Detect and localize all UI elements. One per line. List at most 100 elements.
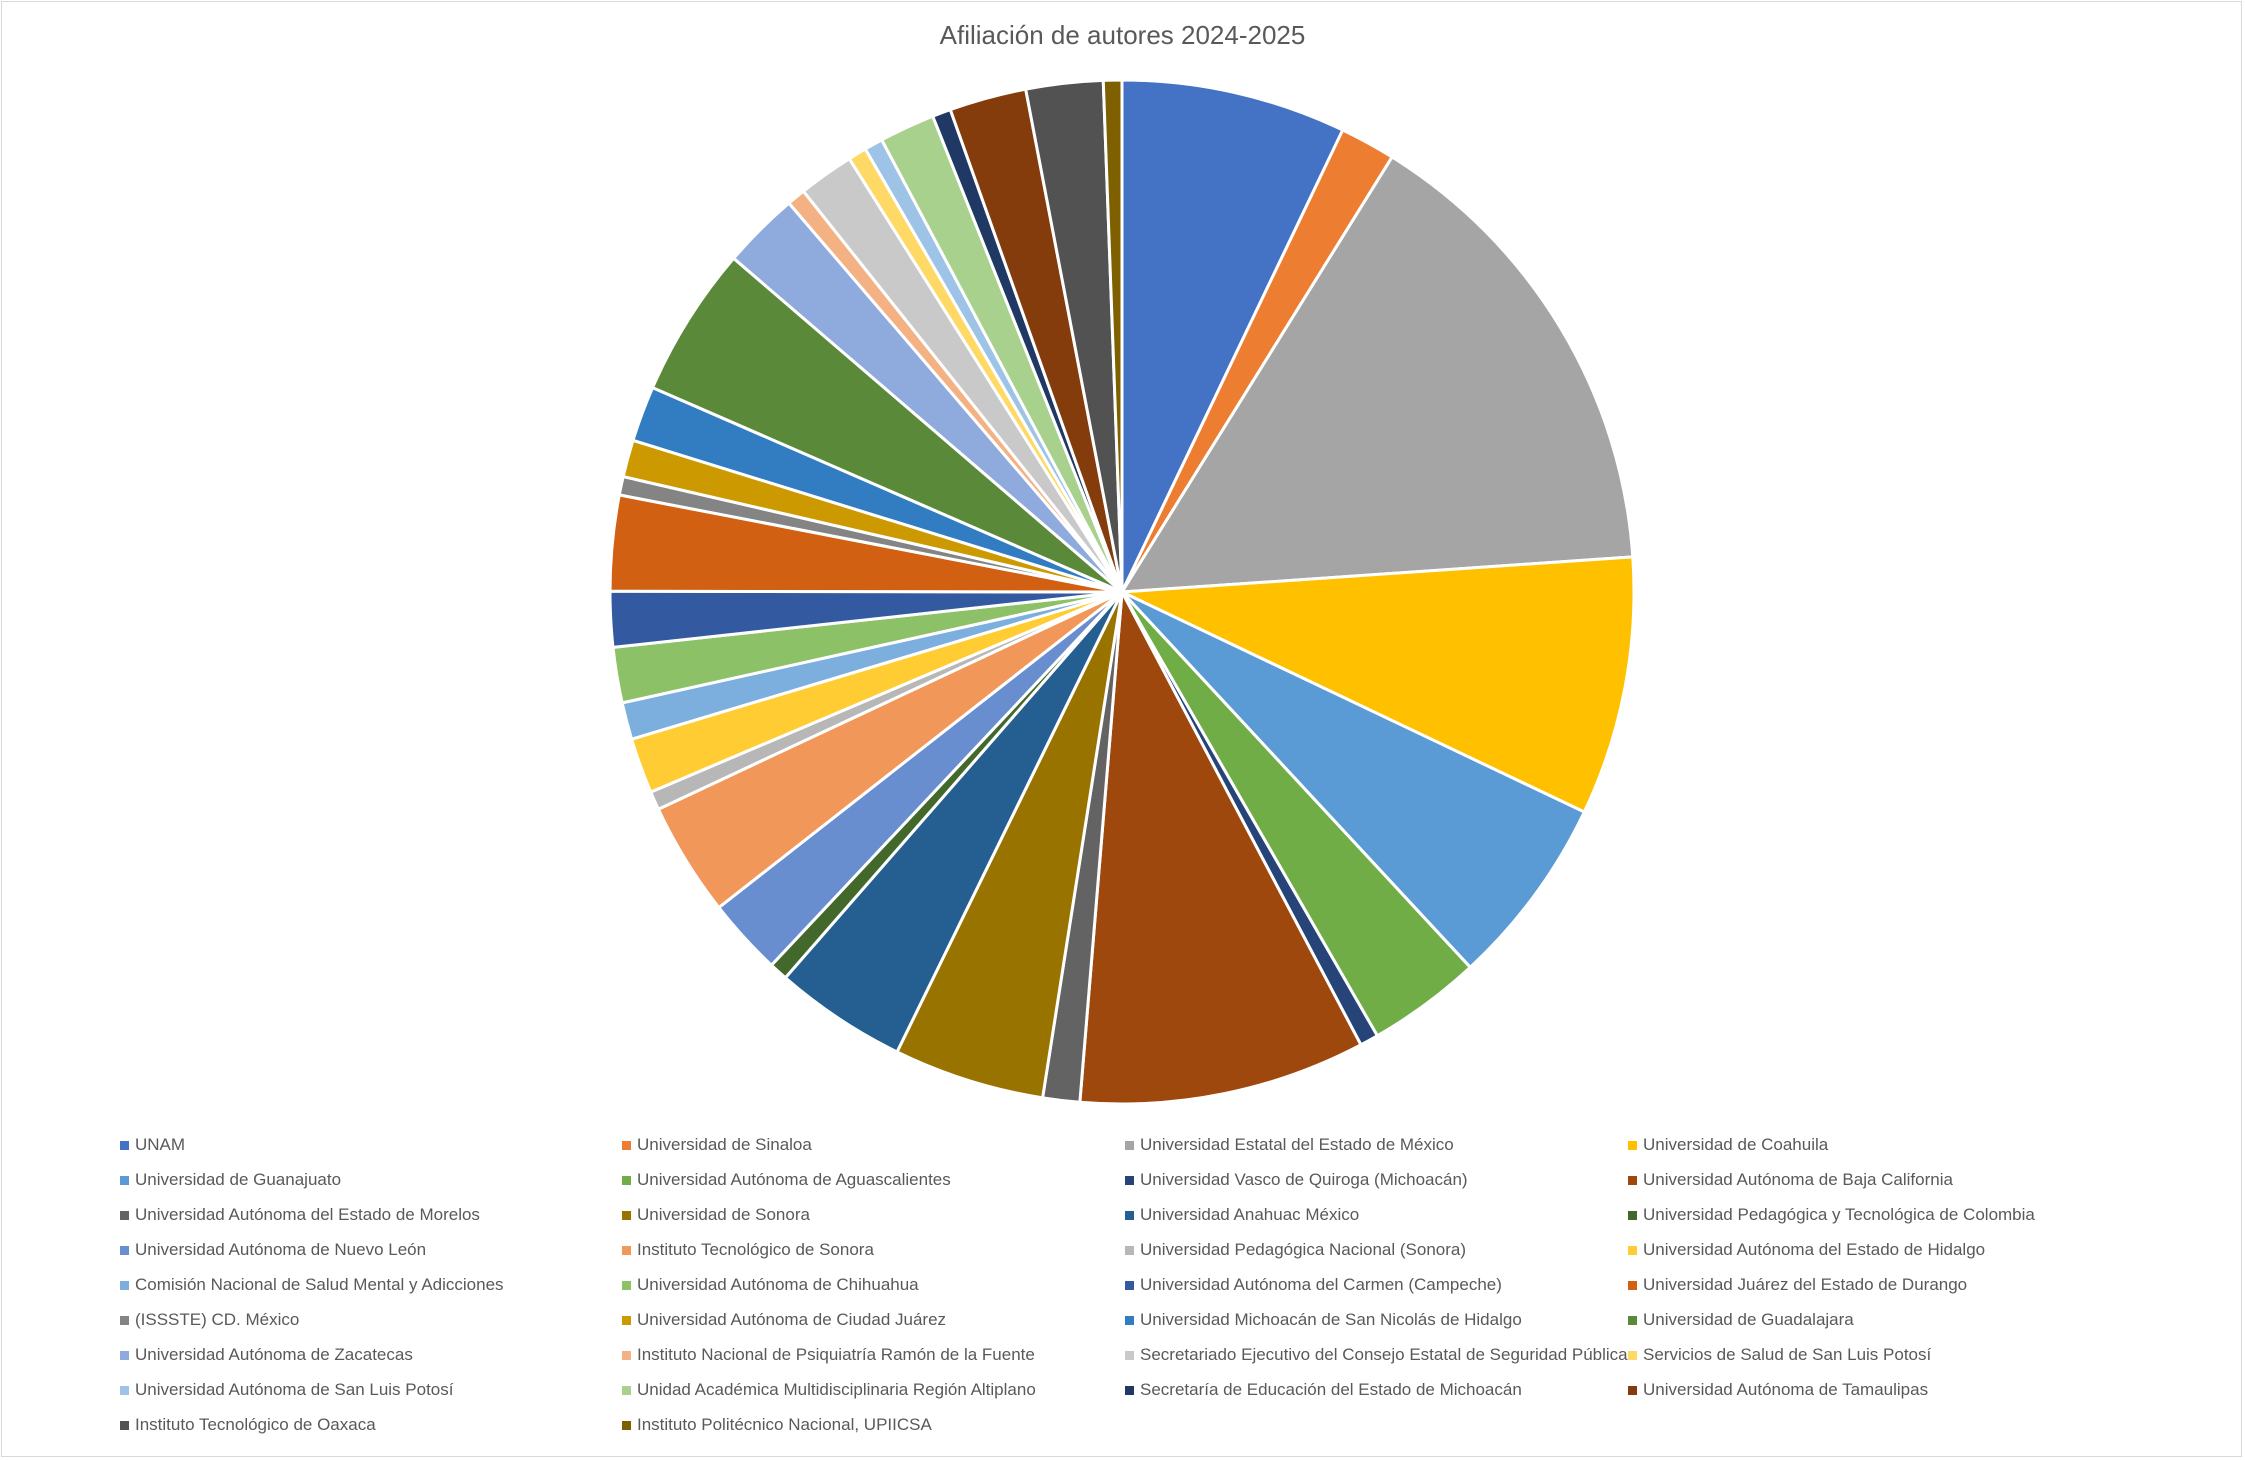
- legend-item: Universidad Autónoma de Zacatecas: [120, 1345, 413, 1365]
- legend-label: Universidad de Coahuila: [1643, 1135, 1829, 1154]
- legend-swatch: [1125, 1140, 1134, 1150]
- legend-item: Universidad Anahuac México: [1125, 1205, 1359, 1225]
- legend-item: Universidad de Sinaloa: [622, 1135, 812, 1155]
- legend-swatch: [1125, 1210, 1134, 1220]
- legend-label: (ISSSTE) CD. México: [135, 1310, 300, 1329]
- legend-label: Universidad Pedagógica Nacional (Sonora): [1140, 1240, 1467, 1259]
- legend-label: Instituto Politécnico Nacional, UPIICSA: [637, 1415, 932, 1434]
- legend-swatch: [120, 1420, 129, 1430]
- legend-item: Universidad Pedagógica y Tecnológica de …: [1628, 1205, 2035, 1225]
- legend-item: Secretaría de Educación del Estado de Mi…: [1125, 1380, 1522, 1400]
- legend-item: Universidad Autónoma de San Luis Potosí: [120, 1380, 453, 1400]
- pie-slice-8: [1078, 590, 1363, 1106]
- legend-label: Universidad Autónoma de Ciudad Juárez: [637, 1310, 947, 1329]
- legend-swatch: [622, 1385, 631, 1395]
- pie-slice-4: [1120, 555, 1636, 814]
- legend-label: Universidad de Guadalajara: [1643, 1310, 1854, 1329]
- legend-item: Universidad Autónoma de Chihuahua: [622, 1275, 919, 1295]
- legend-label: Universidad Estatal del Estado de México: [1140, 1135, 1454, 1154]
- legend-item: Instituto Tecnológico de Oaxaca: [120, 1415, 376, 1435]
- legend-label: Universidad de Sinaloa: [637, 1135, 812, 1154]
- legend-label: Universidad Autónoma de Tamaulipas: [1643, 1380, 1929, 1399]
- chart-title: Afiliación de autores 2024-2025: [939, 20, 1306, 50]
- legend-swatch: [120, 1315, 129, 1325]
- legend-swatch: [120, 1280, 129, 1290]
- legend-item: Universidad de Guanajuato: [120, 1170, 341, 1190]
- pie-slice-24: [651, 256, 1124, 594]
- legend-label: Universidad Michoacán de San Nicolás de …: [1140, 1310, 1522, 1329]
- legend-swatch: [120, 1385, 129, 1395]
- pie-slice-34: [1101, 78, 1124, 594]
- legend-swatch: [622, 1280, 631, 1290]
- legend-item: Instituto Tecnológico de Sonora: [622, 1240, 874, 1260]
- legend-label: Universidad Autónoma de Chihuahua: [637, 1275, 919, 1294]
- legend-label: Instituto Nacional de Psiquiatría Ramón …: [637, 1345, 1035, 1364]
- legend-swatch: [1628, 1140, 1637, 1150]
- legend-label: Universidad Pedagógica y Tecnológica de …: [1643, 1205, 2035, 1224]
- legend-label: Comisión Nacional de Salud Mental y Adic…: [135, 1275, 504, 1294]
- legend-item: (ISSSTE) CD. México: [120, 1310, 299, 1330]
- legend-label: Universidad Autónoma de Nuevo León: [135, 1240, 427, 1259]
- legend-item: UNAM: [120, 1135, 185, 1155]
- legend-item: Universidad Autónoma del Carmen (Campech…: [1125, 1275, 1502, 1295]
- legend-item: Instituto Politécnico Nacional, UPIICSA: [622, 1415, 932, 1435]
- legend-swatch: [1628, 1245, 1637, 1255]
- legend-label: Universidad Vasco de Quiroga (Michoacán): [1140, 1170, 1468, 1189]
- legend-swatch: [1628, 1175, 1637, 1185]
- legend-label: Secretariado Ejecutivo del Consejo Estat…: [1140, 1345, 1628, 1364]
- legend-swatch: [1125, 1385, 1134, 1395]
- legend-swatch: [1628, 1210, 1637, 1220]
- legend-swatch: [1125, 1280, 1134, 1290]
- legend-item: Universidad de Sonora: [622, 1205, 810, 1225]
- legend-swatch: [622, 1140, 631, 1150]
- legend-label: Universidad Juárez del Estado de Durango: [1643, 1275, 1968, 1294]
- legend-swatch: [622, 1420, 631, 1430]
- legend-item: Universidad Autónoma de Aguascalientes: [622, 1170, 951, 1190]
- legend-label: Universidad de Guanajuato: [135, 1170, 342, 1189]
- legend-label: Universidad de Sonora: [637, 1205, 810, 1224]
- legend-item: Unidad Académica Multidisciplinaria Regi…: [622, 1380, 1036, 1400]
- legend-label: Universidad Autónoma del Carmen (Campech…: [1140, 1275, 1502, 1294]
- legend-swatch: [120, 1245, 129, 1255]
- legend-item: Universidad Autónoma de Nuevo León: [120, 1240, 426, 1260]
- legend-swatch: [1628, 1315, 1637, 1325]
- legend-label: Instituto Tecnológico de Oaxaca: [135, 1415, 376, 1434]
- legend-label: Universidad Autónoma de San Luis Potosí: [135, 1380, 454, 1399]
- legend-item: Universidad Autónoma del Estado de Morel…: [120, 1205, 480, 1225]
- legend-swatch: [622, 1315, 631, 1325]
- legend-label: Servicios de Salud de San Luis Potosí: [1643, 1345, 1932, 1364]
- legend-swatch: [1628, 1385, 1637, 1395]
- legend-label: Instituto Tecnológico de Sonora: [637, 1240, 874, 1259]
- pie-slice-3: [1120, 155, 1635, 594]
- legend-item: Universidad Estatal del Estado de México: [1125, 1135, 1454, 1155]
- legend-swatch: [622, 1210, 631, 1220]
- legend-swatch: [1125, 1175, 1134, 1185]
- legend-item: Universidad Autónoma del Estado de Hidal…: [1628, 1240, 1985, 1260]
- legend-swatch: [120, 1175, 129, 1185]
- legend-swatch: [1125, 1315, 1134, 1325]
- pie-slice-10: [895, 590, 1124, 1100]
- legend-label: Universidad Autónoma de Zacatecas: [135, 1345, 413, 1364]
- legend-swatch: [1125, 1245, 1134, 1255]
- legend-swatch: [1628, 1280, 1637, 1290]
- legend-label: Universidad Autónoma del Estado de Morel…: [135, 1205, 480, 1224]
- legend-swatch: [622, 1175, 631, 1185]
- legend-label: Secretaría de Educación del Estado de Mi…: [1140, 1380, 1522, 1399]
- legend-item: Instituto Nacional de Psiquiatría Ramón …: [622, 1345, 1035, 1365]
- legend-item: Universidad de Guadalajara: [1628, 1310, 1854, 1330]
- legend-swatch: [120, 1140, 129, 1150]
- legend-label: Universidad Anahuac México: [1140, 1205, 1360, 1224]
- legend-swatch: [1628, 1350, 1637, 1360]
- legend-swatch: [622, 1245, 631, 1255]
- legend-swatch: [120, 1210, 129, 1220]
- legend-item: Secretariado Ejecutivo del Consejo Estat…: [1125, 1345, 1628, 1365]
- legend-item: Universidad Vasco de Quiroga (Michoacán): [1125, 1170, 1468, 1190]
- legend-item: Universidad Michoacán de San Nicolás de …: [1125, 1310, 1522, 1330]
- legend-label: Universidad Autónoma de Aguascalientes: [637, 1170, 951, 1189]
- legend-label: Universidad Autónoma de Baja California: [1643, 1170, 1953, 1189]
- legend-item: Universidad Autónoma de Ciudad Juárez: [622, 1310, 946, 1330]
- legend-label: Unidad Académica Multidisciplinaria Regi…: [637, 1380, 1036, 1399]
- legend-swatch: [622, 1350, 631, 1360]
